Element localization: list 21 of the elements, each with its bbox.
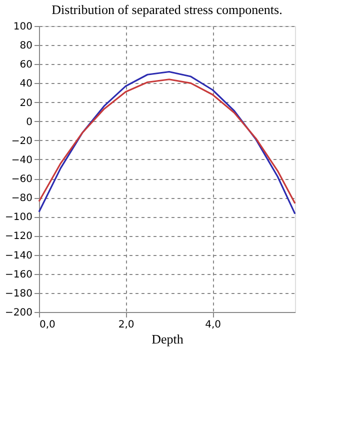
y-tick-label: 80 [20,40,32,52]
y-tick-label: −20 [11,136,32,147]
y-tick-label: −40 [11,154,32,166]
x-tick-label: 4,0 [205,320,222,330]
y-tick-label: −140 [5,250,32,262]
y-tick-label: 100 [13,22,32,32]
y-tick-label: −180 [5,288,32,300]
x-axis-title: Depth [152,332,184,346]
y-tick-label: −60 [11,174,32,186]
x-tick-label: 2,0 [118,320,134,330]
y-tick-label: 20 [20,98,32,109]
y-tick-label: 0 [26,116,32,128]
chart-title: Distribution of separated stress components. [52,2,282,17]
y-tick-label: −160 [5,269,32,280]
y-tick-label: −100 [5,212,32,224]
y-tick-label: 60 [20,60,32,71]
x-tick-label: 0,0 [40,320,56,330]
y-tick-label: −120 [5,231,32,242]
y-tick-label: 40 [20,78,32,90]
y-tick-label: −80 [11,193,32,204]
y-tick-label: −200 [5,308,32,318]
